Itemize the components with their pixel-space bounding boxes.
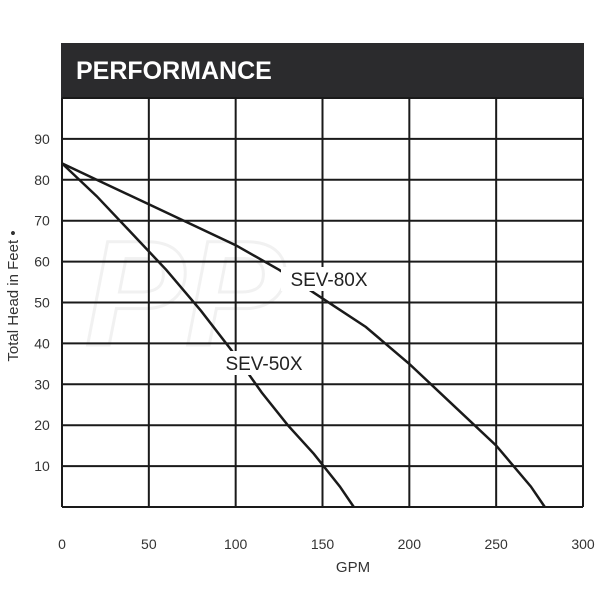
y-tick-label: 10 (34, 458, 50, 474)
grid-lines (61, 97, 584, 508)
y-tick-label: 70 (34, 213, 50, 229)
x-tick-label: 150 (311, 536, 335, 552)
y-tick-label: 50 (34, 295, 50, 311)
x-tick-label: 50 (141, 536, 157, 552)
series-label-sev-50x: SEV-50X (225, 354, 302, 375)
y-tick-label: 60 (34, 254, 50, 270)
y-tick-label: 80 (34, 172, 50, 188)
x-tick-label: 0 (58, 536, 66, 552)
x-tick-label: 200 (398, 536, 422, 552)
x-axis-label: GPM (336, 559, 370, 576)
series-label-backing (216, 351, 312, 375)
series-line-sev-80x (61, 162, 546, 508)
tick-labels: SEV-80X SEV-50X 0 50 100 150 200 250 300 10 20 30 40… (34, 131, 595, 552)
x-tick-label: 300 (571, 536, 595, 552)
y-tick-label: 20 (34, 417, 50, 433)
x-tick-label: 100 (224, 536, 248, 552)
y-tick-label: 40 (34, 335, 50, 351)
chart-title: PERFORMANCE (76, 57, 272, 85)
title-bar (61, 43, 584, 98)
x-tick-label: 250 (484, 536, 508, 552)
y-axis-label: Total Head in Feet • (5, 230, 22, 361)
series-label-sev-80x: SEV-80X (290, 270, 367, 291)
y-tick-label: 90 (34, 131, 50, 147)
series-label-backing (281, 267, 377, 291)
series-lines (61, 162, 546, 508)
y-tick-label: 30 (34, 376, 50, 392)
